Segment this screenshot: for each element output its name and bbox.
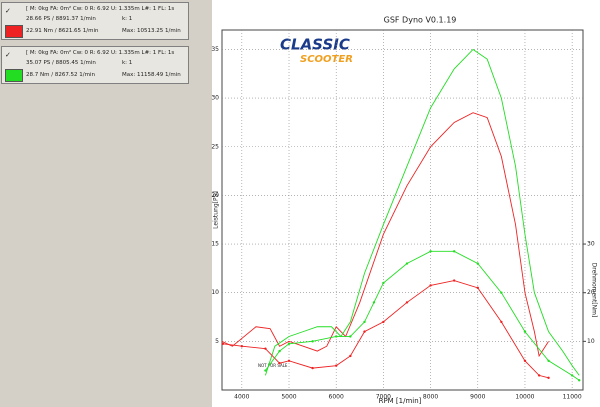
point: [523, 330, 527, 333]
plot-frame: [221, 29, 584, 391]
point: [476, 286, 479, 290]
color-swatch: [5, 69, 23, 82]
y2-tick-label: 10: [587, 338, 595, 345]
checkbox[interactable]: ✓: [5, 7, 11, 15]
point: [429, 250, 432, 253]
max-text: Max: 10513.25 1/min: [122, 28, 181, 34]
x-tick-label: 7000: [376, 394, 391, 401]
x-axis-label: RPM [1/min]: [379, 397, 422, 405]
run-header: [ M: 0kg FA: 0m² Cw: 0 R: 6.92 U: 1.335m…: [26, 6, 175, 12]
point: [349, 354, 352, 358]
y-tick-label: 10: [211, 289, 219, 296]
x-tick-label: 4000: [234, 394, 249, 401]
max-text: Max: 11158.49 1/min: [122, 72, 181, 78]
run-panel: ✓ [ M: 0kg FA: 0m² Cw: 0 R: 6.92 U: 1.33…: [1, 46, 189, 84]
series-line: [265, 250, 580, 381]
point: [372, 301, 376, 304]
point: [547, 376, 550, 380]
y-tick-label: 30: [211, 95, 219, 102]
x-tick-label: 9000: [470, 394, 485, 401]
point: [452, 250, 456, 253]
point: [405, 301, 409, 304]
logo-text: SCOOTER: [300, 54, 353, 65]
x-tick-label: 11000: [563, 394, 582, 401]
checkbox[interactable]: ✓: [5, 51, 11, 59]
point: [363, 330, 366, 333]
chart-title: GSF Dyno V0.1.19: [384, 16, 457, 25]
x-tick-label: 10000: [515, 394, 534, 401]
power-text: 28.66 PS / 8891.37 1/min: [26, 16, 96, 22]
torque-text: 28.7 Nm / 8267.52 1/min: [26, 72, 96, 78]
x-tick-label: 6000: [329, 394, 344, 401]
point: [264, 347, 267, 350]
point: [500, 291, 503, 294]
x-tick-label: 5000: [281, 394, 296, 401]
y-tick-label: 15: [211, 241, 219, 248]
point: [570, 374, 574, 377]
logo-text: CLASSIC: [280, 36, 350, 54]
point: [452, 279, 456, 282]
power-text: 35.07 PS / 8805.45 1/min: [26, 60, 96, 66]
y-axis-label: Leistung[PS]: [213, 191, 220, 229]
point: [221, 342, 225, 345]
x-tick-label: 8000: [423, 394, 438, 401]
point: [311, 340, 314, 343]
point: [429, 284, 432, 287]
point: [278, 349, 281, 353]
run-header: [ M: 0kg FA: 0m² Cw: 0 R: 6.92 U: 1.335m…: [26, 50, 175, 56]
point: [523, 359, 527, 363]
point: [349, 335, 352, 338]
point: [382, 281, 385, 285]
point: [363, 320, 366, 324]
point: [334, 335, 338, 338]
point: [278, 362, 281, 365]
point: [287, 359, 291, 363]
chart-background: [212, 0, 600, 407]
run-panel: ✓ [ M: 0kg FA: 0m² Cw: 0 R: 6.92 U: 1.33…: [1, 2, 189, 40]
series-line: [222, 280, 549, 379]
y2-tick-label: 20: [587, 289, 595, 296]
y2-axis-label: Drehmoment[Nm]: [591, 263, 598, 318]
color-swatch: [5, 25, 23, 38]
series-line: [221, 112, 549, 358]
point: [476, 262, 479, 265]
point: [537, 374, 541, 377]
point: [334, 364, 338, 367]
note: NOT FOR SALE: [258, 363, 288, 368]
point: [547, 359, 550, 363]
point: [311, 366, 314, 370]
point: [382, 320, 385, 324]
series-line: [264, 48, 580, 376]
k-text: k: 1: [122, 16, 133, 22]
point: [240, 345, 244, 348]
k-text: k: 1: [122, 60, 133, 66]
point: [500, 320, 503, 324]
torque-text: 22.91 Nm / 8621.65 1/min: [26, 28, 99, 34]
point: [578, 379, 581, 382]
point: [264, 369, 267, 372]
y2-tick-label: 30: [587, 241, 595, 248]
y-tick-label: 25: [211, 143, 219, 150]
y-tick-label: 5: [215, 338, 219, 345]
point: [405, 262, 409, 265]
point: [287, 342, 291, 345]
y-tick-label: 20: [211, 192, 219, 199]
y-tick-label: 35: [211, 46, 219, 53]
